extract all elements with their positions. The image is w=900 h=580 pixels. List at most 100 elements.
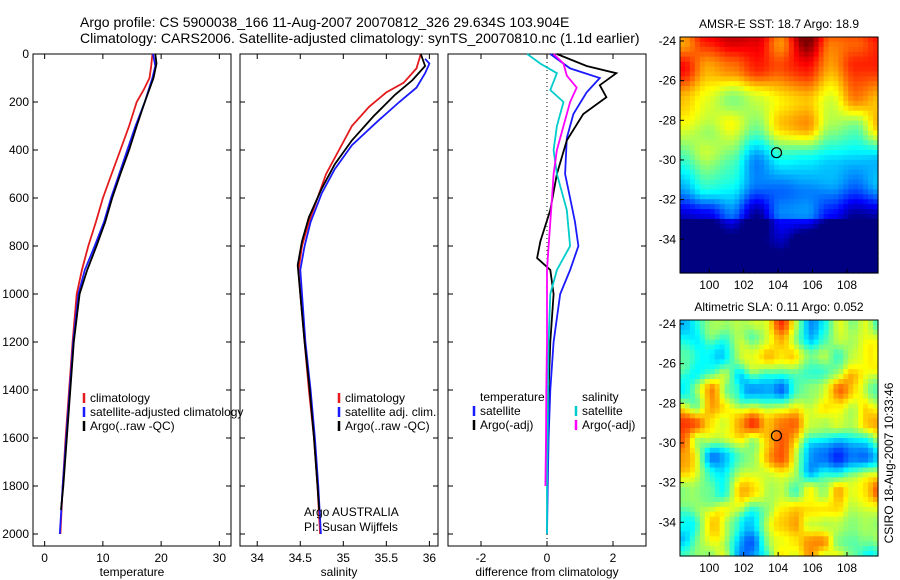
sla-map-cell [684,447,691,454]
sst-map-cell [823,238,830,245]
sst-map-cell [749,140,755,146]
sla-map-cell [689,546,696,552]
sla-map-cell [704,369,711,375]
sst-map-cell [769,214,775,220]
sla-map-cell [754,521,760,528]
sla-map-cell [739,320,745,326]
sst-map-cell [783,37,790,43]
sst-map-cell [719,258,726,264]
sst-map-cell [719,263,726,269]
sst-map-cell [848,243,854,250]
sla-map-cell [734,344,740,351]
sla-map-cell [838,487,844,493]
sst-map-cell [724,159,731,166]
sst-map-cell [774,164,780,171]
sla-map-cell [808,374,815,380]
sla-map-cell [689,329,696,336]
sst-map-cell [680,91,686,97]
sst-map-cell [808,263,815,269]
sst-map-cell [793,209,800,215]
sst-map-cell [684,233,691,240]
sst-map-cell [680,263,686,269]
sla-map-cell [709,487,716,493]
sla-map-cell [853,536,859,542]
sst-map-cell [759,268,765,274]
temperature-xtick-label: 20 [154,551,168,565]
sla-map-cell [699,359,706,365]
sst-map-cell [774,41,780,48]
sst-map-cell [754,243,760,250]
sst-map-cell [729,194,736,200]
sla-map-cell [759,511,765,518]
sst-map-cell [838,105,844,112]
sla-map-cell [749,516,755,523]
sla-map-cell [833,526,839,533]
sla-map-cell [734,442,740,449]
sla-map-cell [724,531,731,537]
sst-map-cell [783,204,790,210]
sst-map-cell [754,155,760,161]
sst-map-cell [754,189,760,195]
sst-map-cell [853,169,859,176]
sla-map-cell [774,497,780,503]
sst-map-cell [689,140,696,146]
sla-map-cell [843,433,849,439]
sla-map-cell [828,408,835,415]
sla-map-cell [769,388,775,395]
sst-map-cell [803,71,810,77]
sla-map-cell [739,487,745,493]
sla-map-cell [759,482,765,488]
sst-map-cell [764,214,770,220]
sla-map-cell [774,413,780,419]
sst-map-cell [783,194,790,200]
salinity-legend-label: climatology [345,391,405,405]
sst-map-cell [848,184,854,191]
sla-map-cell [719,438,726,444]
temperature-legend-label: climatology [90,391,150,405]
sla-map-cell [779,403,785,410]
sst-map-cell [724,218,731,225]
sla-map-cell [680,501,686,508]
sla-map-cell [838,442,844,449]
sla-map-cell [783,324,790,331]
sla-map-cell [813,521,820,528]
sla-map-cell [680,349,686,356]
sla-map-cell [759,413,765,419]
sst-map-cell [858,91,864,97]
sla-map-cell [704,388,711,395]
sst-map-cell [873,228,879,235]
sst-map-cell [739,71,745,77]
sla-map-cell [838,428,844,434]
sla-map-cell [848,369,854,375]
sst-map-cell [828,51,835,58]
sla-map-cell [798,428,805,434]
sla-map-cell [803,369,810,375]
sla-map-cell [754,324,760,331]
sst-map-cell [848,86,854,92]
sla-map-cell [759,383,765,390]
sla-map-cell [759,369,765,375]
sst-map-cell [848,263,854,269]
sst-map-cell [848,56,854,63]
sla-map-cell [689,438,696,444]
sst-map-cell [788,169,795,176]
sst-ytick-label: -30 [659,153,677,167]
sst-map-cell [838,194,844,200]
sla-map-cell [833,398,839,405]
sst-map-cell [699,105,706,112]
sst-map-cell [863,209,869,215]
sst-map-cell [823,145,830,151]
sst-map-cell [684,243,691,250]
sla-map-cell [709,457,716,464]
sst-map-cell [873,204,879,210]
sst-map-cell [739,253,745,259]
sla-map-cell [739,344,745,351]
sla-map-cell [818,408,825,415]
sla-map-cell [838,536,844,542]
sla-map-cell [868,526,874,533]
sla-map-cell [828,536,835,542]
sla-map-cell [788,497,795,503]
sst-map-cell [779,115,785,122]
sst-map-cell [853,228,859,235]
sla-map-cell [724,354,731,360]
